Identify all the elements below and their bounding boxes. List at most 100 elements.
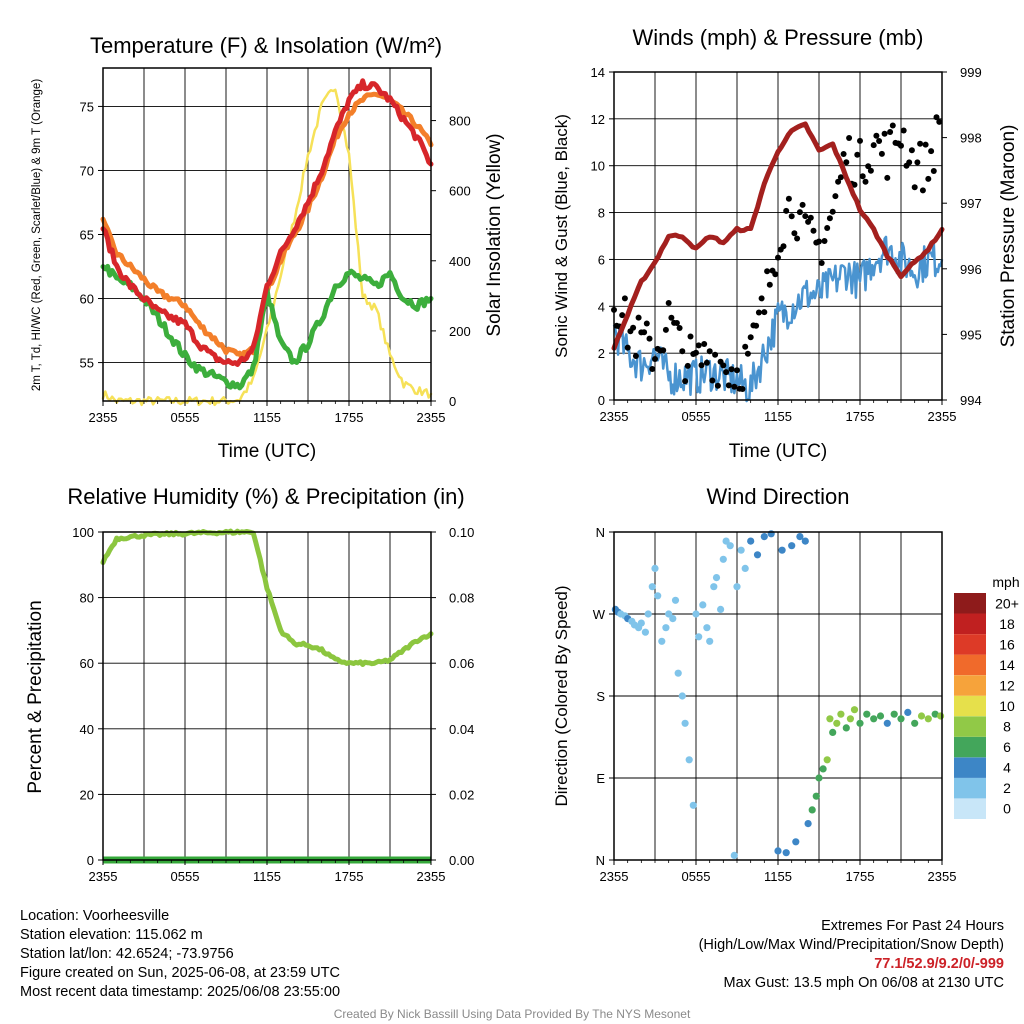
- direction-point: [648, 583, 656, 591]
- direction-point: [829, 728, 837, 737]
- y-right-tick-label: 997: [960, 196, 982, 211]
- direction-point: [637, 619, 645, 627]
- colorbar-label: 18: [999, 616, 1015, 632]
- gust-point: [703, 359, 710, 366]
- direction-point: [644, 610, 652, 618]
- series-line-station-pressure: [611, 121, 945, 351]
- direction-point: [753, 551, 762, 559]
- temperature-y-right-ticks: 0 200 400 600 800: [431, 114, 471, 409]
- direction-point: [685, 756, 693, 764]
- gust-point: [709, 377, 716, 384]
- direction-point: [863, 710, 871, 718]
- wind-direction-panel: Wind Direction 2355 0555 1155 1755 2355 N E S W…: [552, 484, 1020, 884]
- gust-point: [646, 335, 653, 342]
- colorbar-swatch: [954, 757, 986, 778]
- direction-point: [662, 624, 670, 632]
- extremes-info: Extremes For Past 24 Hours (High/Low/Max…: [699, 917, 1004, 993]
- y-right-tick-label: 994: [960, 393, 982, 408]
- y-right-tick-label: 0.00: [449, 853, 474, 868]
- gust-point: [794, 235, 801, 242]
- y-right-tick-label: 600: [449, 184, 471, 199]
- gust-point: [641, 329, 648, 336]
- y-tick-label: 70: [80, 163, 94, 178]
- humidity-ylabel: Percent & Precipitation: [25, 600, 46, 793]
- gust-point: [662, 326, 669, 333]
- direction-point: [812, 792, 820, 800]
- direction-point: [792, 838, 800, 846]
- colorbar-label: 6: [1003, 739, 1011, 755]
- gust-point: [862, 178, 869, 185]
- x-tick-label: 0555: [171, 410, 200, 425]
- humidity-x-ticks: 2355 0555 1155 1755 2355: [89, 860, 445, 884]
- gust-point: [851, 181, 858, 188]
- gust-point: [878, 150, 885, 157]
- x-tick-label: 1155: [253, 869, 281, 884]
- gust-point: [870, 142, 877, 149]
- y-right-tick-label: 0: [449, 394, 456, 409]
- direction-point: [833, 719, 841, 727]
- direction-point: [804, 820, 812, 828]
- y-tick-label: 20: [80, 787, 94, 802]
- direction-point: [890, 710, 898, 718]
- y-tick-label: 60: [80, 292, 94, 307]
- gust-point: [687, 333, 694, 340]
- direction-point: [678, 692, 686, 700]
- gust-point: [925, 175, 932, 182]
- y-tick-label: 6: [598, 252, 605, 267]
- gust-point: [668, 314, 675, 321]
- series-line-solar-insolation: [101, 88, 433, 407]
- gust-point: [857, 137, 863, 144]
- y-tick-label: 2: [598, 346, 605, 361]
- direction-point: [837, 710, 845, 718]
- humidity-y-ticks: 0 20 40 60 80 100: [72, 525, 103, 868]
- x-tick-label: 1155: [253, 410, 281, 425]
- direction-point: [747, 537, 755, 545]
- x-tick-label: 1755: [335, 410, 364, 425]
- x-tick-label: 0555: [682, 409, 711, 424]
- colorbar-swatch: [954, 654, 986, 676]
- x-tick-label: 2355: [89, 869, 118, 884]
- gust-point: [908, 147, 915, 154]
- gust-point: [783, 207, 790, 214]
- direction-point: [876, 712, 885, 720]
- gust-point: [652, 356, 658, 362]
- gust-point: [698, 362, 705, 369]
- gust-point: [898, 142, 904, 149]
- gust-point: [933, 114, 940, 121]
- series-line-sonic-wind: [612, 235, 944, 403]
- gust-point: [859, 173, 866, 180]
- gust-point: [676, 325, 683, 331]
- temperature-y-ticks: 55 60 65 70 75: [80, 99, 103, 371]
- gust-point: [818, 260, 825, 266]
- gust-point: [928, 148, 935, 155]
- direction-point: [722, 537, 730, 545]
- x-tick-label: 1755: [846, 409, 875, 424]
- gust-point: [665, 300, 672, 306]
- gust-point: [843, 159, 850, 166]
- y-tick-label: 8: [598, 206, 605, 221]
- gust-point: [742, 343, 749, 350]
- direction-point: [856, 719, 864, 727]
- direction-point: [924, 715, 932, 723]
- gust-point: [835, 178, 842, 185]
- gust-point: [788, 213, 795, 220]
- direction-point: [681, 719, 689, 727]
- humidity-grid: [103, 532, 431, 860]
- temperature-series: [100, 78, 434, 407]
- x-tick-label: 1155: [764, 409, 792, 424]
- y-right-tick-label: 995: [960, 327, 982, 342]
- x-tick-label: 2355: [600, 409, 629, 424]
- direction-point: [733, 583, 741, 591]
- direction-point: [819, 765, 827, 773]
- temperature-xlabel: Time (UTC): [218, 441, 317, 462]
- gust-point: [865, 163, 872, 170]
- figure-created: Figure created on Sun, 2025-06-08, at 23…: [20, 965, 340, 981]
- gust-point: [876, 138, 883, 144]
- direction-point: [870, 715, 878, 723]
- gust-point: [914, 159, 921, 166]
- colorbar-label: 2: [1003, 780, 1011, 796]
- colorbar-label: 10: [999, 698, 1015, 714]
- gust-point: [900, 127, 907, 134]
- gust-point: [673, 320, 680, 326]
- y-right-tick-label: 996: [960, 262, 982, 277]
